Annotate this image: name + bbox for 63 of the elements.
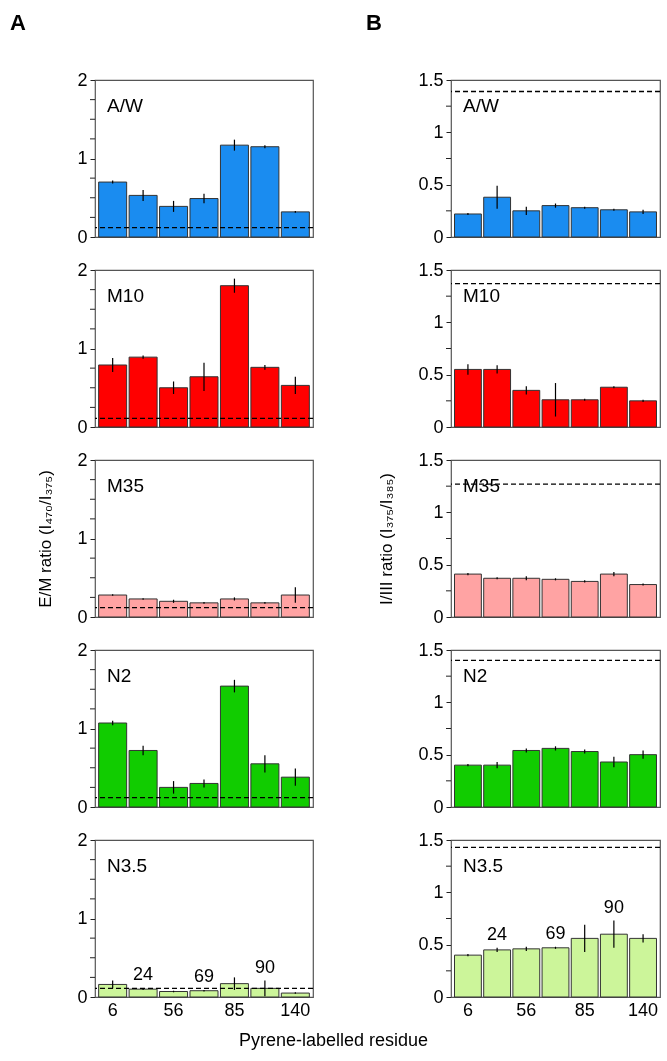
y-tick-label: 2 xyxy=(77,829,88,850)
annotation: 90 xyxy=(254,956,275,977)
annotation: M10 xyxy=(107,285,144,306)
x-tick-label: 85 xyxy=(574,999,595,1020)
y-tick-label: 0 xyxy=(77,796,88,817)
y-tick-label: 0 xyxy=(77,986,88,1007)
y-tick-label: 0.5 xyxy=(418,554,444,575)
annotation: M35 xyxy=(107,475,144,496)
y-axis-title: I/III ratio (I₃₇₅/I₃₈₅) xyxy=(377,472,397,606)
y-tick-label: 0 xyxy=(433,226,444,247)
annotation: A/W xyxy=(107,95,143,116)
y-tick-label: 0 xyxy=(433,606,444,627)
annotation: N2 xyxy=(463,665,488,686)
y-tick-label: 0.5 xyxy=(418,364,444,385)
y-tick-label: 0 xyxy=(433,796,444,817)
annotation: 24 xyxy=(487,923,508,944)
y-tick-label: 1 xyxy=(77,148,88,168)
annotation: 24 xyxy=(133,964,154,985)
x-tick-label: 56 xyxy=(516,999,537,1020)
y-tick-label: 1 xyxy=(77,528,88,548)
y-tick-label: 1 xyxy=(433,501,444,522)
annotation: 90 xyxy=(603,896,624,917)
x-tick-label: 6 xyxy=(462,999,473,1020)
y-tick-label: 0 xyxy=(77,226,88,247)
y-tick-label: 1 xyxy=(77,338,88,358)
y-tick-label: 0.5 xyxy=(418,174,444,195)
y-tick-label: 1.5 xyxy=(418,449,444,470)
y-tick-label: 1.5 xyxy=(418,829,444,850)
annotation: N3.5 xyxy=(463,855,504,876)
y-tick-label: 1.5 xyxy=(418,259,444,280)
y-tick-label: 1 xyxy=(433,691,444,712)
annotation: 69 xyxy=(545,922,566,943)
y-tick-label: 2 xyxy=(77,259,88,280)
chart-title: B xyxy=(366,10,382,35)
y-tick-label: 0 xyxy=(77,416,88,437)
y-tick-label: 1 xyxy=(433,881,444,902)
y-tick-label: 1 xyxy=(77,908,88,928)
annotation: N2 xyxy=(107,665,132,686)
y-tick-label: 0.5 xyxy=(418,744,444,765)
x-tick-label: 85 xyxy=(224,999,245,1020)
y-tick-label: 1 xyxy=(77,718,88,738)
x-tick-label: 56 xyxy=(163,999,184,1020)
x-tick-label: 140 xyxy=(280,999,311,1020)
y-tick-label: 1.5 xyxy=(418,69,444,90)
x-axis-title: Pyrene-labelled residue xyxy=(237,1030,430,1051)
y-tick-label: 0 xyxy=(433,416,444,437)
y-tick-label: 1 xyxy=(433,311,444,332)
annotation: N3.5 xyxy=(107,855,148,876)
chart-title: A xyxy=(10,10,26,35)
x-tick-label: 140 xyxy=(628,999,659,1020)
y-tick-label: 0.5 xyxy=(418,934,444,955)
y-tick-label: 1.5 xyxy=(418,639,444,660)
annotation: 69 xyxy=(193,965,215,986)
y-tick-label: 0 xyxy=(77,606,88,627)
y-tick-label: 1 xyxy=(433,121,444,142)
annotation: M10 xyxy=(463,285,500,306)
y-tick-label: 2 xyxy=(77,639,88,660)
y-tick-label: 2 xyxy=(77,449,88,470)
y-tick-label: 0 xyxy=(433,986,444,1007)
y-tick-label: 2 xyxy=(77,69,88,90)
y-axis-title: E/M ratio (I₄₇₀/I₃₇₅) xyxy=(36,470,56,608)
x-tick-label: 6 xyxy=(107,999,118,1020)
annotation: A/W xyxy=(463,95,499,116)
